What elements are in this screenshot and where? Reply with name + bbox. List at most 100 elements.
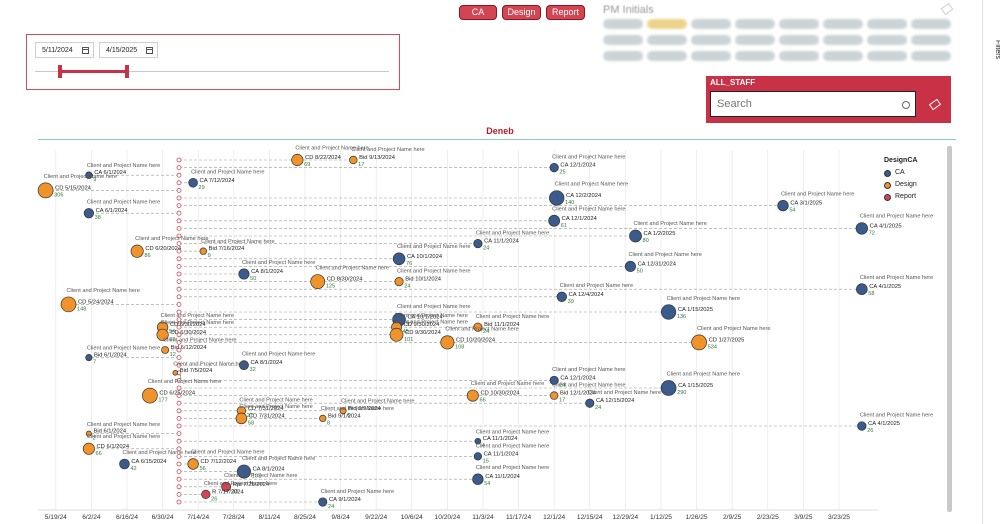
design-toggle-button[interactable]: Design: [502, 5, 541, 20]
pm-initial-button[interactable]: [691, 51, 731, 61]
data-point-ca[interactable]: [474, 437, 482, 445]
date-slider-track[interactable]: [35, 71, 389, 72]
report-toggle-button[interactable]: Report: [546, 5, 585, 20]
pm-initial-button[interactable]: [823, 51, 863, 61]
clear-selection-button[interactable]: [922, 91, 948, 117]
pm-initial-button[interactable]: [779, 51, 819, 61]
point-count-label: 72: [869, 230, 875, 236]
data-point-design[interactable]: [236, 406, 247, 416]
data-point-ca[interactable]: [549, 163, 559, 173]
data-point-ca[interactable]: [624, 260, 636, 272]
date-slider-start-handle[interactable]: [58, 65, 62, 78]
data-point-design[interactable]: [319, 414, 327, 423]
data-point-ca[interactable]: [318, 497, 328, 507]
staff-search-input[interactable]: [710, 91, 916, 117]
data-point-design[interactable]: [394, 277, 404, 287]
end-date-input[interactable]: 4/15/2025: [99, 42, 158, 58]
data-point-design[interactable]: [389, 327, 404, 342]
data-point-ca[interactable]: [83, 208, 94, 219]
data-point-design[interactable]: [161, 346, 170, 354]
filters-pane[interactable]: Filters: [982, 0, 1000, 524]
data-point-design[interactable]: [156, 328, 169, 341]
pm-initial-button[interactable]: [603, 35, 643, 45]
data-point-ca[interactable]: [629, 229, 642, 243]
data-point-design[interactable]: [549, 391, 559, 400]
data-point-design[interactable]: [691, 334, 707, 351]
data-point-ca[interactable]: [549, 190, 565, 206]
pm-initial-button[interactable]: [867, 35, 907, 45]
data-point-ca[interactable]: [236, 464, 251, 479]
data-point-design[interactable]: [130, 244, 144, 258]
data-point-ca[interactable]: [473, 452, 482, 461]
pm-initial-button[interactable]: [647, 19, 687, 29]
data-point-ca[interactable]: [188, 178, 198, 188]
data-point-ca[interactable]: [238, 268, 250, 280]
data-point-report[interactable]: [221, 481, 232, 492]
data-point-ca[interactable]: [856, 283, 868, 295]
date-slider-end-handle[interactable]: [125, 65, 129, 78]
data-point-design[interactable]: [466, 389, 479, 402]
pm-initial-button[interactable]: [691, 19, 731, 29]
data-point-ca[interactable]: [855, 222, 868, 235]
data-point-ca[interactable]: [472, 473, 484, 485]
data-point-design[interactable]: [156, 321, 169, 333]
data-point-ca[interactable]: [473, 239, 483, 249]
data-point-design[interactable]: [440, 335, 455, 350]
pm-initial-button[interactable]: [867, 51, 907, 61]
pm-initial-button[interactable]: [647, 51, 687, 61]
pm-initial-button[interactable]: [823, 35, 863, 45]
calendar-icon[interactable]: [146, 47, 153, 54]
pm-initial-button[interactable]: [603, 19, 643, 29]
pm-initial-button[interactable]: [823, 19, 863, 29]
data-point-ca[interactable]: [548, 214, 561, 227]
data-point-design[interactable]: [235, 412, 248, 425]
data-point-design[interactable]: [291, 153, 304, 167]
pm-initial-button[interactable]: [867, 19, 907, 29]
data-point-design[interactable]: [391, 321, 402, 333]
data-point-ca[interactable]: [392, 312, 406, 327]
data-point-ca[interactable]: [857, 421, 867, 431]
data-point-ca[interactable]: [85, 171, 93, 179]
pm-initial-button[interactable]: [735, 19, 775, 29]
eraser-icon[interactable]: [940, 2, 954, 16]
data-point-design[interactable]: [82, 442, 95, 455]
data-point-ca[interactable]: [85, 354, 93, 362]
data-point-ca[interactable]: [556, 291, 567, 302]
ca-toggle-button[interactable]: CA: [459, 5, 497, 20]
pm-initial-button[interactable]: [691, 35, 731, 45]
pm-initial-button[interactable]: [911, 35, 951, 45]
data-point-design[interactable]: [142, 387, 158, 404]
start-date-input[interactable]: 5/11/2024: [35, 42, 94, 58]
pm-initial-button[interactable]: [735, 35, 775, 45]
data-point-design[interactable]: [60, 296, 77, 313]
data-point-design[interactable]: [339, 407, 347, 415]
data-point-design[interactable]: [172, 369, 179, 376]
pm-initial-button[interactable]: [735, 51, 775, 61]
data-point-design[interactable]: [187, 458, 199, 470]
pm-initial-button[interactable]: [911, 51, 951, 61]
data-point-design[interactable]: [473, 322, 483, 332]
data-point-ca[interactable]: [585, 398, 595, 408]
data-point-design[interactable]: [349, 155, 358, 165]
data-point-design[interactable]: [85, 430, 92, 437]
data-point-ca[interactable]: [392, 252, 406, 266]
data-point-ca[interactable]: [549, 375, 559, 385]
data-point-design[interactable]: [310, 274, 326, 289]
data-point-report[interactable]: [201, 489, 211, 500]
data-point-ca[interactable]: [239, 360, 249, 371]
calendar-icon[interactable]: [82, 47, 89, 54]
data-point-ca[interactable]: [119, 458, 130, 470]
pm-initial-button[interactable]: [603, 51, 643, 61]
search-icon[interactable]: [902, 101, 910, 109]
chart-scrollbar[interactable]: [947, 146, 952, 512]
pm-initial-button[interactable]: [911, 19, 951, 29]
data-point-ca[interactable]: [777, 199, 789, 212]
data-point-ca[interactable]: [660, 380, 677, 396]
pm-initial-button[interactable]: [779, 19, 819, 29]
data-point-design[interactable]: [37, 182, 54, 199]
data-point-design[interactable]: [199, 247, 207, 255]
client-project-label: Client and Project Name here: [476, 429, 549, 435]
pm-initial-button[interactable]: [779, 35, 819, 45]
data-point-ca[interactable]: [660, 304, 677, 320]
pm-initial-button[interactable]: [647, 35, 687, 45]
